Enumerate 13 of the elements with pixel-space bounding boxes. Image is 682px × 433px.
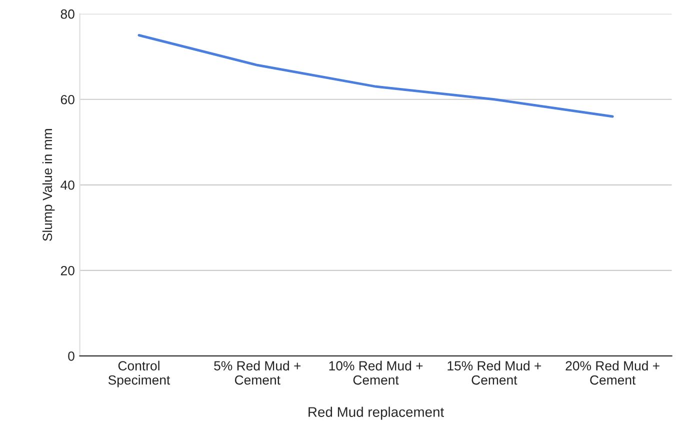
x-tick-label: 20% Red Mud + Cement bbox=[566, 360, 660, 385]
x-tick-label: 10% Red Mud + Cement bbox=[329, 360, 423, 385]
y-axis-title: Slump Value in mm bbox=[42, 129, 55, 241]
y-tick-label: 80 bbox=[60, 9, 74, 19]
x-tick-label: 5% Red Mud + Cement bbox=[214, 360, 301, 385]
x-axis-title: Red Mud replacement bbox=[308, 406, 444, 420]
y-tick-label: 0 bbox=[68, 351, 74, 361]
y-tick-label: 40 bbox=[60, 180, 74, 190]
x-tick-label: Control Speciment bbox=[108, 360, 170, 388]
line-series bbox=[138, 34, 614, 118]
y-tick-label: 20 bbox=[60, 266, 74, 276]
y-tick-label: 60 bbox=[60, 94, 74, 104]
x-tick-label: 15% Red Mud + Cement bbox=[448, 360, 542, 385]
